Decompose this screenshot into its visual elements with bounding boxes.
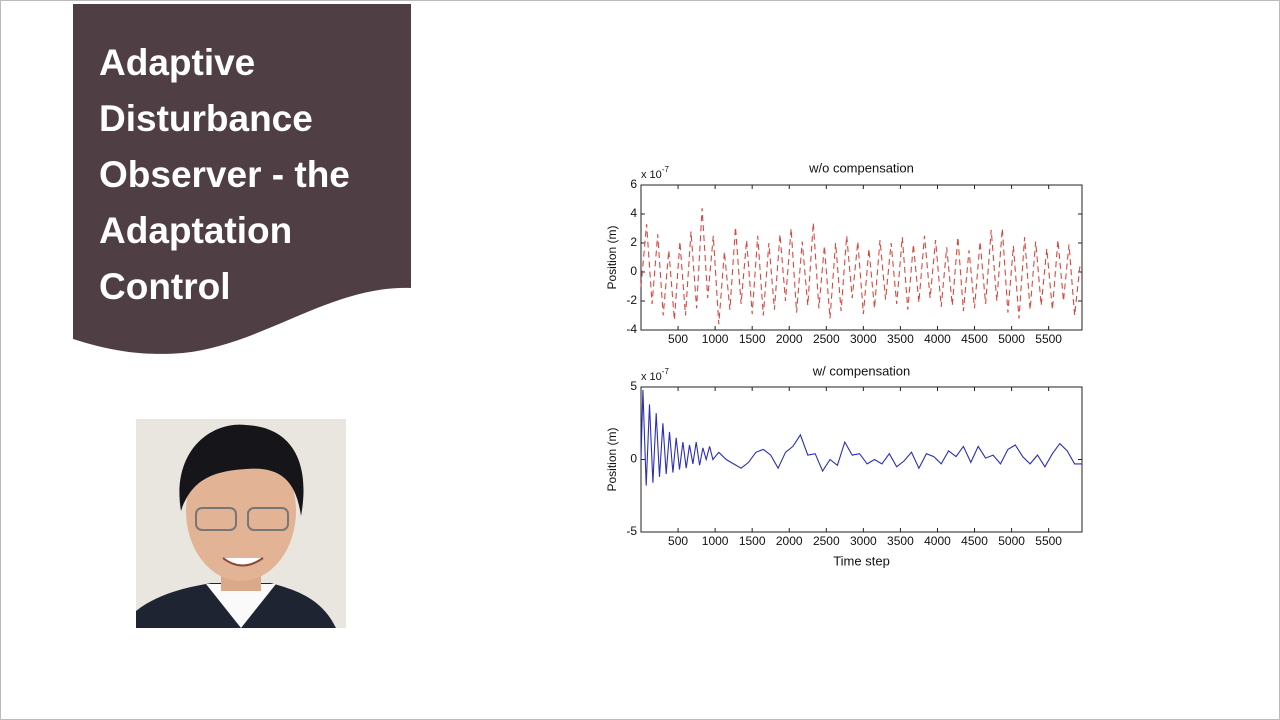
x-axis-label: Time step bbox=[833, 553, 890, 568]
x-tick-label: 5500 bbox=[1035, 534, 1062, 548]
x-tick-label: 3500 bbox=[887, 332, 914, 346]
y-tick-label: -2 bbox=[626, 293, 637, 307]
x-tick-label: 4500 bbox=[961, 332, 988, 346]
y-scale-label: x 10-7 bbox=[641, 165, 669, 181]
y-tick-label: 0 bbox=[630, 452, 637, 466]
photo-glasses bbox=[195, 507, 237, 531]
y-tick-label: 0 bbox=[630, 264, 637, 278]
x-tick-label: 3000 bbox=[850, 332, 877, 346]
data-line bbox=[640, 208, 1081, 325]
x-tick-label: 5000 bbox=[998, 332, 1025, 346]
y-scale-label: x 10-7 bbox=[641, 367, 669, 383]
chart-title: w/ compensation bbox=[812, 363, 911, 378]
photo-shirt bbox=[206, 584, 276, 628]
x-tick-label: 500 bbox=[668, 332, 688, 346]
x-tick-label: 2000 bbox=[776, 534, 803, 548]
x-tick-label: 5000 bbox=[998, 534, 1025, 548]
chart: w/ compensation Position (m) Time step x 10… bbox=[605, 363, 1083, 568]
x-tick-label: 2500 bbox=[813, 534, 840, 548]
plot-frame bbox=[640, 184, 1083, 331]
y-axis-label: Position (m) bbox=[605, 225, 619, 289]
chart-title: w/o compensation bbox=[808, 160, 914, 175]
title-box bbox=[73, 4, 411, 354]
x-tick-label: 3500 bbox=[887, 534, 914, 548]
y-tick-label: 4 bbox=[630, 206, 637, 220]
y-axis-label: Position (m) bbox=[605, 427, 619, 491]
photo-mouth bbox=[222, 557, 264, 567]
y-scale-exponent: -7 bbox=[662, 367, 670, 376]
x-tick-label: 2500 bbox=[813, 332, 840, 346]
x-tick-label: 4000 bbox=[924, 332, 951, 346]
photo-face bbox=[186, 441, 296, 581]
chart: w/o compensation Position (m) x 10-7 500 100… bbox=[605, 160, 1083, 346]
title-line: Disturbance bbox=[99, 98, 313, 139]
x-tick-label: 5500 bbox=[1035, 332, 1062, 346]
data-line bbox=[640, 389, 1082, 486]
title-line: Control bbox=[99, 266, 231, 307]
photo-hair bbox=[179, 424, 304, 516]
x-tick-label: 500 bbox=[668, 534, 688, 548]
x-tick-label: 1500 bbox=[739, 332, 766, 346]
title-line: Observer - the bbox=[99, 154, 350, 195]
x-tick-label: 4500 bbox=[961, 534, 988, 548]
y-tick-label: -5 bbox=[626, 524, 637, 538]
x-tick-label: 2000 bbox=[776, 332, 803, 346]
x-tick-label: 4000 bbox=[924, 534, 951, 548]
y-scale-exponent: -7 bbox=[662, 165, 670, 174]
x-tick-label: 3000 bbox=[850, 534, 877, 548]
x-tick-label: 1500 bbox=[739, 534, 766, 548]
x-tick-label: 1000 bbox=[702, 534, 729, 548]
photo bbox=[136, 419, 346, 628]
title-line: Adaptation bbox=[99, 210, 292, 251]
y-tick-label: 6 bbox=[630, 177, 637, 191]
photo-glasses bbox=[247, 507, 289, 531]
title: Adaptive Disturbance Observer - the Adaptat… bbox=[99, 42, 350, 307]
x-tick-label: 1000 bbox=[702, 332, 729, 346]
y-scale-base: x 10 bbox=[641, 169, 662, 181]
title-line: Adaptive bbox=[99, 42, 255, 83]
y-tick-label: 2 bbox=[630, 235, 637, 249]
y-tick-label: 5 bbox=[630, 379, 637, 393]
y-scale-base: x 10 bbox=[641, 371, 662, 383]
plot-frame bbox=[640, 386, 1083, 533]
y-tick-label: -4 bbox=[626, 322, 637, 336]
